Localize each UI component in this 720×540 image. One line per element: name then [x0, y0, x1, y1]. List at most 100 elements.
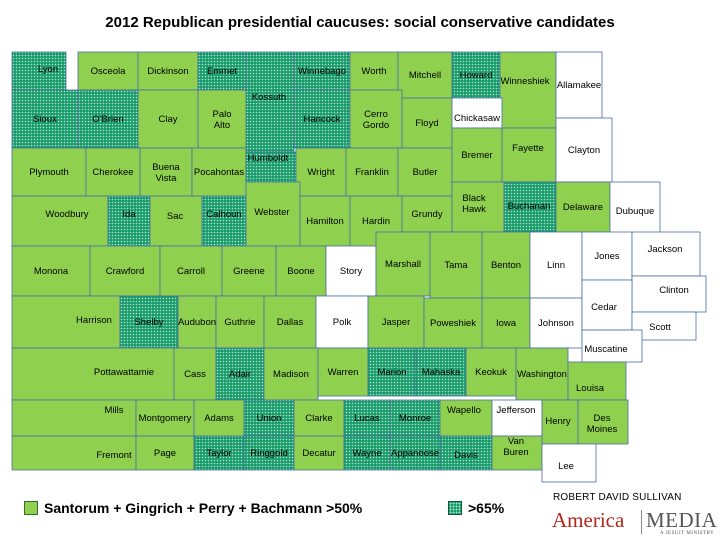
county-page [135, 435, 195, 471]
county-label-cass: Cass [184, 369, 206, 380]
county-label-buchanan: Buchanan [508, 201, 551, 212]
county-label-union: Union [257, 413, 282, 424]
county-label-linn: Linn [547, 260, 565, 271]
county-label-mills: Mills [105, 405, 124, 416]
county-buchanan [503, 181, 557, 233]
county-label-polk: Polk [333, 317, 352, 328]
county-mahaska [415, 347, 467, 397]
county-label-cerro-gordo: Cerro Gordo [363, 109, 389, 131]
county-van-buren [491, 435, 543, 471]
county-muscatine [581, 329, 643, 363]
county-label-plymouth: Plymouth [29, 167, 69, 178]
county-cedar [581, 279, 633, 331]
county-label-dickinson: Dickinson [147, 66, 188, 77]
county-lyon [11, 51, 67, 91]
county-winnebago [293, 51, 351, 91]
county-label-jones: Jones [594, 251, 620, 262]
county-washington [515, 347, 569, 401]
county-hamilton [299, 195, 351, 247]
county-label-floyd: Floyd [415, 118, 438, 129]
county-iowa [481, 297, 531, 349]
county-label-davis: Davis [454, 450, 478, 461]
county-label-wapello: Wapello [447, 405, 481, 416]
legend-green-label: Santorum + Gingrich + Perry + Bachmann >… [44, 500, 363, 516]
county-label-butler: Butler [413, 167, 438, 178]
county-label-lee: Lee [558, 461, 574, 472]
county-label-marshall: Marshall [385, 259, 421, 270]
county-story [325, 245, 377, 297]
county-clayton [555, 117, 613, 183]
county-label-hamilton: Hamilton [306, 216, 344, 227]
legend-green-swatch [24, 501, 38, 515]
county-label-webster: Webster [254, 207, 289, 218]
county-label-dubuque: Dubuque [616, 206, 655, 217]
county-buena-vista [139, 147, 193, 197]
county-jackson [631, 231, 701, 277]
county-label-pocahontas: Pocahontas [194, 167, 244, 178]
county-label-monona: Monona [34, 266, 69, 277]
county-louisa [567, 361, 627, 401]
county-label-muscatine: Muscatine [584, 344, 627, 355]
county-benton [481, 231, 531, 299]
county-label-cherokee: Cherokee [92, 167, 133, 178]
county-label-iowa: Iowa [496, 318, 517, 329]
map-title: 2012 Republican presidential caucuses: s… [105, 14, 615, 31]
county-palo-alto [197, 89, 247, 149]
legend-dotted-swatch [448, 501, 462, 515]
county-label-dallas: Dallas [277, 317, 304, 328]
county-boone [275, 245, 327, 297]
county-label-taylor: Taylor [206, 448, 231, 459]
county-o-brien [77, 89, 139, 149]
legend-dotted-label: >65% [468, 500, 505, 516]
county-black-hawk [451, 181, 505, 233]
author-credit: ROBERT DAVID SULLIVAN [553, 492, 682, 503]
county-cass [173, 347, 217, 401]
county-label-winnebago: Winnebago [298, 66, 346, 77]
county-adams [193, 399, 245, 437]
county-label-des-moines: Des Moines [587, 413, 618, 435]
county-label-audubon: Audubon [178, 317, 216, 328]
county-label-sac: Sac [167, 211, 184, 222]
county-audubon [177, 295, 217, 349]
county-label-scott: Scott [649, 322, 671, 333]
county-label-o-brien: O'Brien [92, 114, 123, 125]
county-label-allamakee: Allamakee [557, 80, 601, 91]
county-label-calhoun: Calhoun [206, 209, 241, 220]
county-label-lucas: Lucas [354, 413, 380, 424]
county-label-black-hawk: Black Hawk [462, 193, 486, 215]
county-label-fremont: Fremont [96, 450, 132, 461]
county-wright [295, 147, 347, 197]
county-harrison [11, 295, 121, 349]
county-woodbury [11, 195, 109, 247]
county-sac [149, 195, 203, 247]
county-clinton [631, 275, 707, 313]
county-mills [11, 399, 137, 437]
county-label-henry: Henry [545, 416, 571, 427]
county-jones [581, 231, 633, 281]
county-label-fayette: Fayette [512, 143, 544, 154]
county-label-tama: Tama [444, 260, 468, 271]
county-fayette [501, 127, 557, 183]
county-howard [451, 51, 501, 99]
county-wapello [439, 399, 493, 437]
county-label-johnson: Johnson [538, 318, 574, 329]
county-label-ringgold: Ringgold [250, 448, 288, 459]
county-label-humboldt: Humboldt [248, 153, 289, 164]
county-label-clay: Clay [158, 114, 177, 125]
county-label-boone: Boone [287, 266, 314, 277]
county-label-woodbury: Woodbury [45, 209, 88, 220]
county-monona [11, 245, 91, 297]
county-label-howard: Howard [460, 70, 493, 81]
county-label-jasper: Jasper [382, 317, 411, 328]
county-kossuth [245, 51, 295, 153]
county-label-adair: Adair [229, 369, 251, 380]
county-delaware [555, 181, 611, 233]
county-label-monroe: Monroe [399, 413, 431, 424]
county-pottawattamie [11, 347, 175, 401]
county-union [243, 399, 295, 437]
county-label-clayton: Clayton [568, 145, 600, 156]
county-warren [317, 347, 369, 397]
county-label-buena-vista: Buena Vista [152, 162, 180, 184]
county-label-mitchell: Mitchell [409, 70, 441, 81]
county-label-harrison: Harrison [76, 315, 112, 326]
